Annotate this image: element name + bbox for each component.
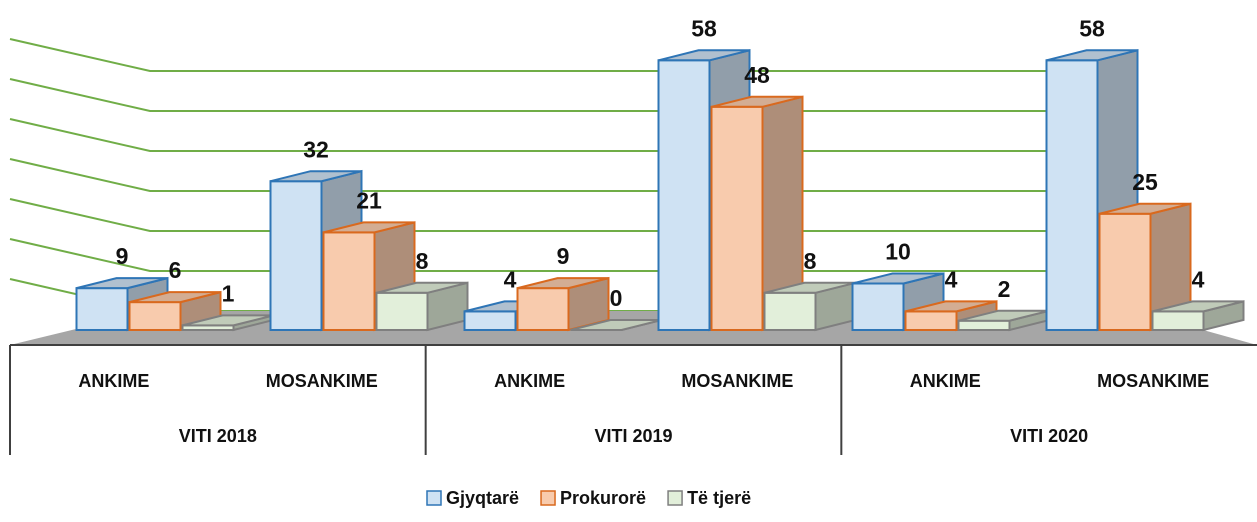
legend-swatch xyxy=(540,490,556,506)
bar-front xyxy=(75,287,129,331)
bar-front xyxy=(463,310,517,331)
bar-front xyxy=(657,59,711,332)
value-label: 4 xyxy=(1192,266,1205,292)
value-label: 10 xyxy=(885,239,911,265)
bar-top xyxy=(1046,49,1138,62)
group-label: VITI 2019 xyxy=(594,426,672,446)
value-label: 58 xyxy=(691,15,717,41)
bar-top xyxy=(1099,202,1191,215)
value-label: 2 xyxy=(998,276,1011,302)
legend-label: Të tjerë xyxy=(687,488,751,508)
value-label: 8 xyxy=(416,248,429,274)
bar-top xyxy=(76,277,168,290)
bar-front xyxy=(1045,59,1099,332)
bar-top xyxy=(852,272,944,285)
value-label: 8 xyxy=(804,248,817,274)
value-label: 4 xyxy=(945,266,958,292)
grid-line xyxy=(9,38,1135,72)
grid-line xyxy=(9,118,1135,152)
x-tick-label: ANKIME xyxy=(494,371,565,391)
bar-front xyxy=(1151,310,1205,331)
x-tick-label: ANKIME xyxy=(910,371,981,391)
bar-front xyxy=(516,287,570,331)
grid-line xyxy=(9,198,1135,232)
value-label: 48 xyxy=(744,62,770,88)
bar-front xyxy=(128,301,182,332)
legend-swatch xyxy=(426,490,442,506)
bar-top xyxy=(323,221,415,234)
bar-front xyxy=(957,319,1011,332)
bar-front xyxy=(1098,212,1152,331)
bar xyxy=(763,281,857,332)
bar-front xyxy=(763,291,817,331)
value-label: 32 xyxy=(303,136,329,162)
bar-front xyxy=(375,291,429,331)
group-label: VITI 2018 xyxy=(179,426,257,446)
bar-top xyxy=(517,277,609,290)
value-label: 4 xyxy=(504,266,517,292)
value-label: 0 xyxy=(610,285,623,311)
bar-front xyxy=(322,231,376,332)
x-tick-label: MOSANKIME xyxy=(681,371,793,391)
bar xyxy=(1151,300,1245,332)
value-label: 21 xyxy=(356,187,382,213)
bar xyxy=(128,290,222,332)
bar-front xyxy=(851,282,905,331)
bar-top xyxy=(376,281,468,294)
x-tick-label: MOSANKIME xyxy=(1097,371,1209,391)
value-label: 9 xyxy=(557,243,570,269)
bar-front xyxy=(269,180,323,331)
grid-line xyxy=(9,238,1135,272)
bar-front xyxy=(904,310,958,331)
value-label: 25 xyxy=(1132,169,1158,195)
bar xyxy=(1098,202,1192,332)
bar xyxy=(1045,49,1139,332)
grid-line xyxy=(9,78,1135,112)
legend-label: Prokurorë xyxy=(560,488,646,508)
grid-line xyxy=(9,158,1135,192)
bar xyxy=(516,276,610,332)
bar-front xyxy=(710,105,764,331)
value-label: 6 xyxy=(169,257,182,283)
bar xyxy=(375,281,469,332)
group-label: VITI 2020 xyxy=(1010,426,1088,446)
value-label: 9 xyxy=(116,243,129,269)
bar-top xyxy=(905,300,997,313)
bar-top xyxy=(1152,300,1244,313)
bar xyxy=(710,95,804,332)
bar-top xyxy=(658,49,750,62)
bar-top xyxy=(711,95,803,108)
bar-top xyxy=(129,291,221,304)
value-label: 1 xyxy=(222,280,235,306)
legend-label: Gjyqtarë xyxy=(446,488,519,508)
bar-top xyxy=(270,170,362,183)
value-label: 58 xyxy=(1079,15,1105,41)
x-tick-label: ANKIME xyxy=(78,371,149,391)
legend-swatch xyxy=(667,490,683,506)
x-tick-label: MOSANKIME xyxy=(266,371,378,391)
